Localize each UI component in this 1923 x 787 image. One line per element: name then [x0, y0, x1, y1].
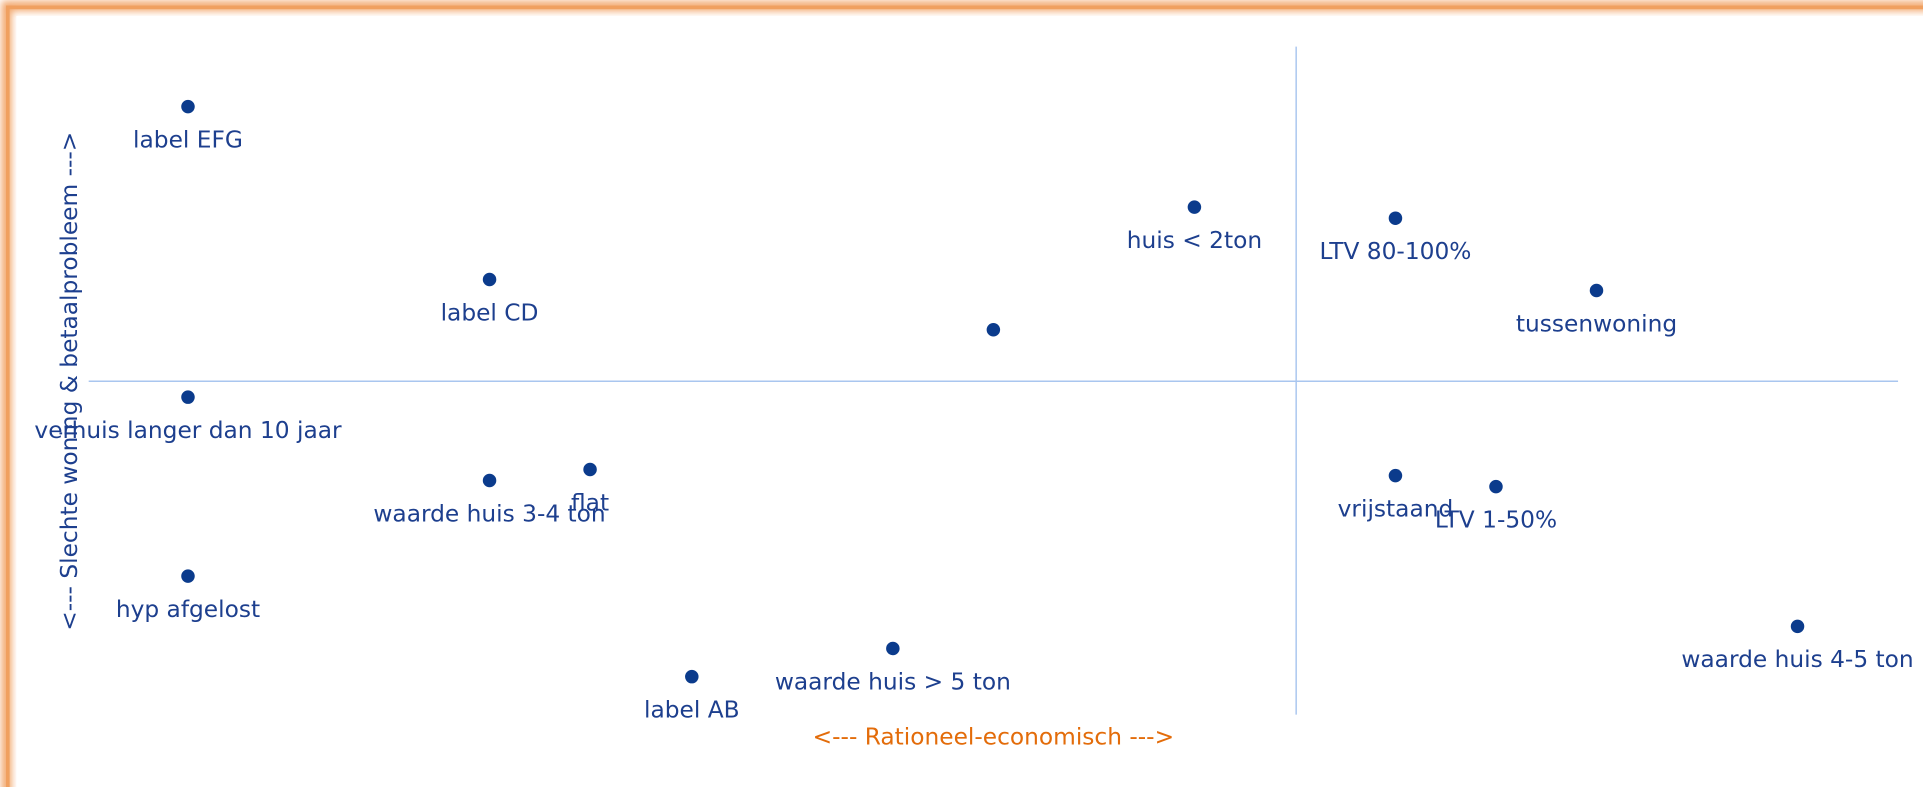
point [1790, 619, 1805, 634]
point-label: label AB [644, 696, 740, 723]
point [583, 462, 597, 477]
point-label: label CD [441, 299, 539, 326]
point [986, 323, 1001, 337]
point-label: LTV 1-50% [1435, 506, 1557, 533]
point [1489, 479, 1503, 494]
point-label: verhuis langer dan 10 jaar [34, 417, 342, 444]
point-label: LTV 80-100% [1320, 238, 1472, 265]
point-label: tussenwoning [1516, 310, 1677, 337]
point [181, 569, 195, 583]
point-label: flat [571, 489, 609, 516]
point [482, 272, 497, 287]
point-label: huis < 2ton [1127, 227, 1262, 254]
point [685, 669, 699, 684]
point [1388, 211, 1403, 225]
plot-background [16, 15, 1923, 787]
point [181, 390, 195, 404]
x-axis-label: <--- Rationeel-economisch ---> [813, 723, 1174, 750]
point [181, 99, 195, 114]
point-label: waarde huis > 5 ton [775, 668, 1011, 695]
point-label: label EFG [133, 126, 243, 153]
point-label: waarde huis 4-5 ton [1681, 646, 1913, 673]
point [886, 641, 900, 656]
point [1589, 283, 1604, 298]
point-label: waarde huis 3-4 ton [373, 500, 605, 527]
frame [5, 5, 1923, 787]
point [1388, 468, 1403, 483]
point [482, 473, 497, 488]
point-label: hyp afgelost [116, 596, 260, 623]
point [1187, 200, 1202, 214]
point-label: vrijstaand [1338, 495, 1454, 522]
y-axis-label: <--- Slechte woning & betaalprobleem ---… [56, 132, 83, 631]
